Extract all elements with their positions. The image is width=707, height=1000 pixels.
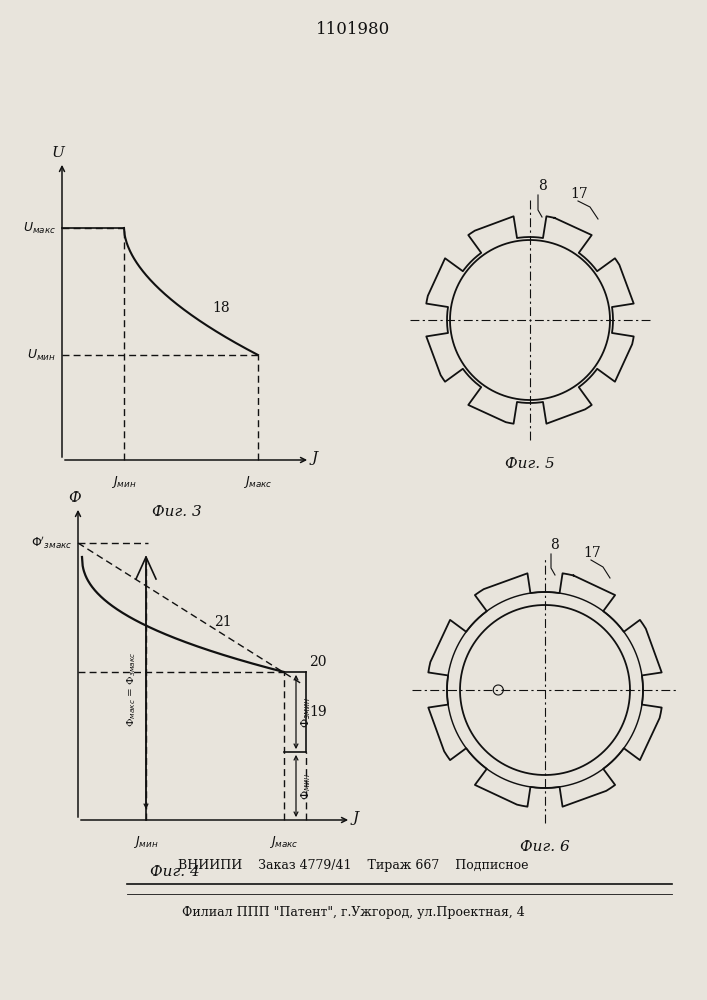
Text: Филиал ППП "Патент", г.Ужгород, ул.Проектная, 4: Филиал ППП "Патент", г.Ужгород, ул.Проек… (182, 906, 525, 919)
Text: Ф: Ф (68, 491, 81, 505)
Text: 1101980: 1101980 (316, 21, 390, 38)
Text: Ф$_{макс}$ = Ф$_{змакс}$: Ф$_{макс}$ = Ф$_{змакс}$ (125, 651, 138, 727)
Text: 20: 20 (309, 655, 327, 669)
Text: 17: 17 (583, 546, 601, 560)
Text: $J_{мин}$: $J_{мин}$ (134, 834, 158, 850)
Text: Ф$_{змин}$: Ф$_{змин}$ (299, 696, 312, 728)
Text: J: J (353, 811, 359, 825)
Text: 21: 21 (214, 615, 231, 629)
Text: Фиг. 3: Фиг. 3 (152, 505, 202, 519)
Text: 8: 8 (550, 538, 559, 552)
Text: 8: 8 (538, 179, 547, 193)
Text: $J_{макс}$: $J_{макс}$ (269, 834, 299, 850)
Text: $U_{мин}$: $U_{мин}$ (27, 347, 56, 363)
Text: 18: 18 (212, 301, 230, 315)
Text: U: U (52, 146, 64, 160)
Text: Фиг. 6: Фиг. 6 (520, 840, 570, 854)
Text: Фиг. 5: Фиг. 5 (505, 457, 555, 471)
Text: 19: 19 (309, 705, 327, 719)
Text: Фиг. 4: Фиг. 4 (150, 865, 200, 879)
Text: 17: 17 (570, 187, 588, 201)
Text: $J_{макс}$: $J_{макс}$ (243, 474, 273, 490)
Text: $U_{макс}$: $U_{макс}$ (23, 220, 56, 236)
Text: ВНИИПИ    Заказ 4779/41    Тираж 667    Подписное: ВНИИПИ Заказ 4779/41 Тираж 667 Подписное (177, 859, 528, 872)
Text: $J_{мин}$: $J_{мин}$ (111, 474, 136, 490)
Text: $Φ'_{змакс}$: $Φ'_{змакс}$ (30, 535, 72, 551)
Text: Ф$_{мин}$: Ф$_{мин}$ (299, 772, 312, 800)
Text: J: J (312, 451, 318, 465)
